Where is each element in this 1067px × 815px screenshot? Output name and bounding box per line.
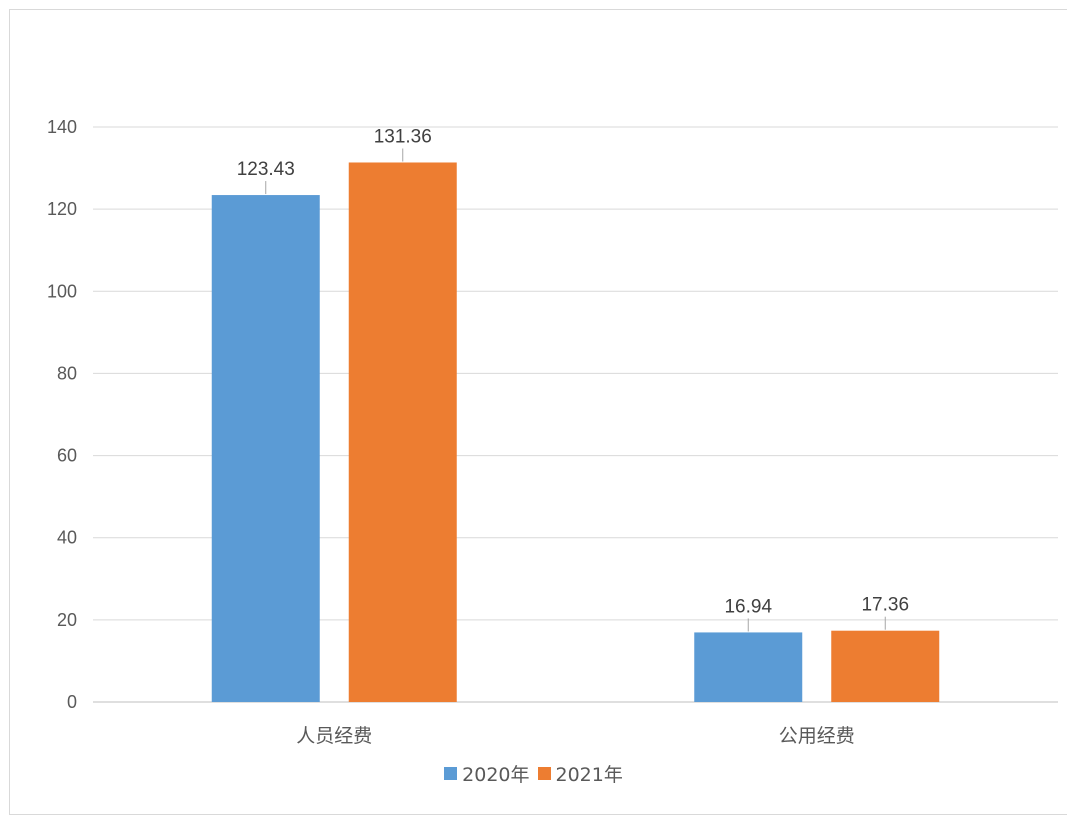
y-tick-label: 20 xyxy=(57,610,77,630)
legend-label-2021: 2021年 xyxy=(555,764,623,786)
bar xyxy=(831,630,940,702)
data-label: 131.36 xyxy=(374,126,432,147)
legend-item-2021: 2021年 xyxy=(537,760,623,787)
y-tick-label: 140 xyxy=(47,117,77,137)
y-axis-ticks: 0 20 40 60 80 100 120 140 xyxy=(47,117,77,712)
bars xyxy=(211,162,940,702)
legend-item-2020: 2020年 xyxy=(444,760,530,787)
category-label: 人员经费 xyxy=(296,725,372,747)
legend-swatch-2020 xyxy=(444,767,458,780)
bar xyxy=(211,195,320,702)
y-tick-label: 60 xyxy=(57,446,77,466)
y-tick-label: 100 xyxy=(47,281,77,301)
data-label: 123.43 xyxy=(237,159,295,180)
data-label: 16.94 xyxy=(724,596,772,617)
legend: 2020年 2021年 xyxy=(0,760,1067,787)
bar xyxy=(694,632,803,702)
bar xyxy=(348,162,457,702)
y-tick-label: 80 xyxy=(57,363,77,383)
data-label: 17.36 xyxy=(861,595,909,616)
category-label: 公用经费 xyxy=(779,725,855,747)
data-labels: 123.43 131.36 16.94 17.36 xyxy=(237,126,909,632)
x-axis-categories: 人员经费 公用经费 xyxy=(296,725,855,747)
y-tick-label: 120 xyxy=(47,199,77,219)
legend-label-2020: 2020年 xyxy=(462,764,530,786)
y-tick-label: 40 xyxy=(57,528,77,548)
y-tick-label: 0 xyxy=(67,692,77,712)
legend-swatch-2021 xyxy=(537,767,551,780)
